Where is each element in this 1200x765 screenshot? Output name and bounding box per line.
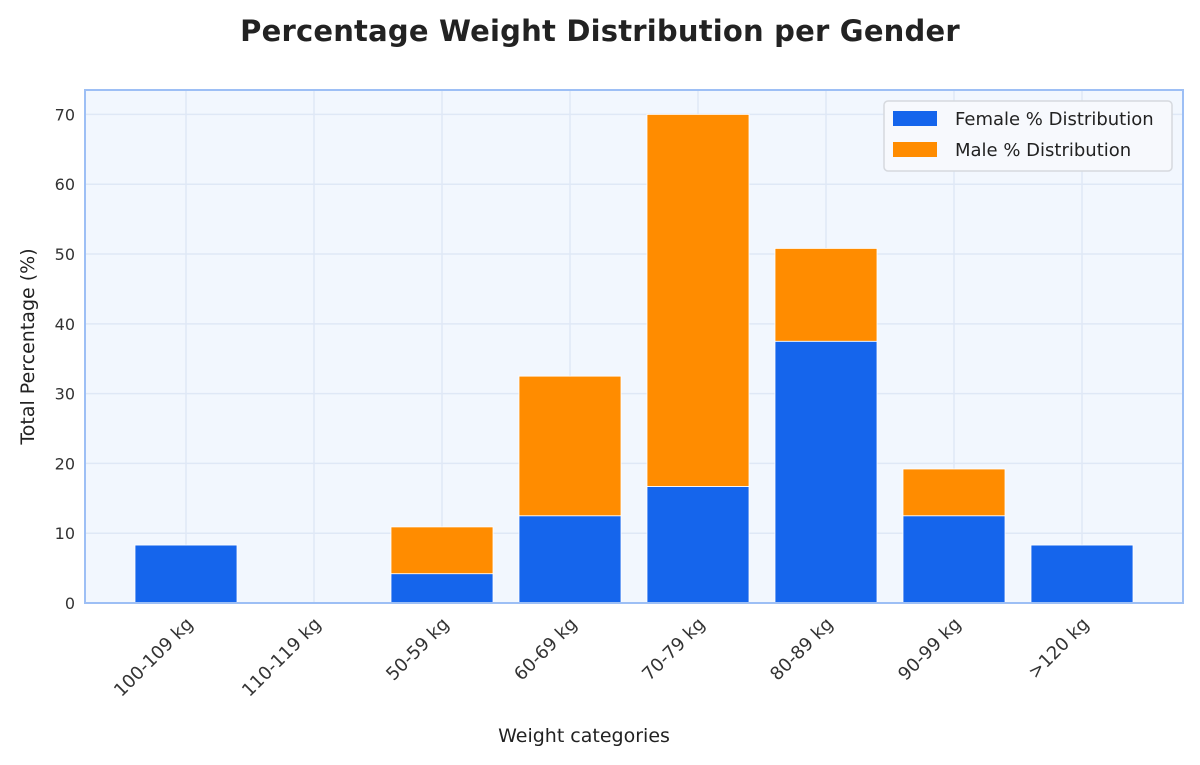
bar-male [902, 468, 1006, 517]
bar-male [390, 526, 494, 575]
bar-female [390, 573, 494, 604]
legend-label: Female % Distribution [955, 109, 1154, 130]
x-tick-label: 90-99 kg [894, 614, 965, 685]
bar-female [134, 544, 238, 604]
y-axis: 0 10 20 30 40 50 60 70 [55, 105, 75, 613]
y-tick-label: 40 [55, 315, 75, 334]
y-tick-label: 30 [55, 385, 75, 404]
chart-title: Percentage Weight Distribution per Gende… [240, 14, 960, 48]
bar-female [518, 515, 622, 604]
x-tick-label: 80-89 kg [766, 614, 837, 685]
bar-female [902, 515, 1006, 604]
y-tick-label: 10 [55, 524, 75, 543]
x-tick-label: 100-109 kg [110, 614, 198, 702]
bar-male [774, 248, 878, 342]
x-tick-label: 50-59 kg [382, 614, 453, 685]
x-axis-title: Weight categories [498, 725, 670, 747]
bar-male [518, 375, 622, 517]
legend: Female % Distribution Male % Distribution [883, 100, 1173, 172]
legend-label: Male % Distribution [955, 140, 1131, 161]
x-tick-label: >120 kg [1024, 614, 1093, 683]
legend-swatch-male [893, 142, 937, 157]
x-tick-label: 60-69 kg [510, 614, 581, 685]
bar-female [646, 486, 750, 604]
bar-male [646, 114, 750, 487]
x-tick-label: 110-119 kg [238, 614, 326, 702]
bar-female [774, 340, 878, 604]
bars [134, 114, 1134, 604]
y-tick-label: 60 [55, 175, 75, 194]
y-tick-label: 20 [55, 454, 75, 473]
x-axis: 100-109 kg 110-119 kg 50-59 kg 60-69 kg 70-7… [110, 614, 1094, 702]
y-tick-label: 70 [55, 105, 75, 124]
x-tick-label: 70-79 kg [638, 614, 709, 685]
legend-box [883, 100, 1173, 172]
bar-female [1030, 544, 1134, 604]
y-axis-title: Total Percentage (%) [17, 248, 39, 445]
y-tick-label: 0 [65, 594, 75, 613]
y-tick-label: 50 [55, 245, 75, 264]
legend-swatch-female [893, 111, 937, 126]
plot-frame [84, 89, 1184, 604]
